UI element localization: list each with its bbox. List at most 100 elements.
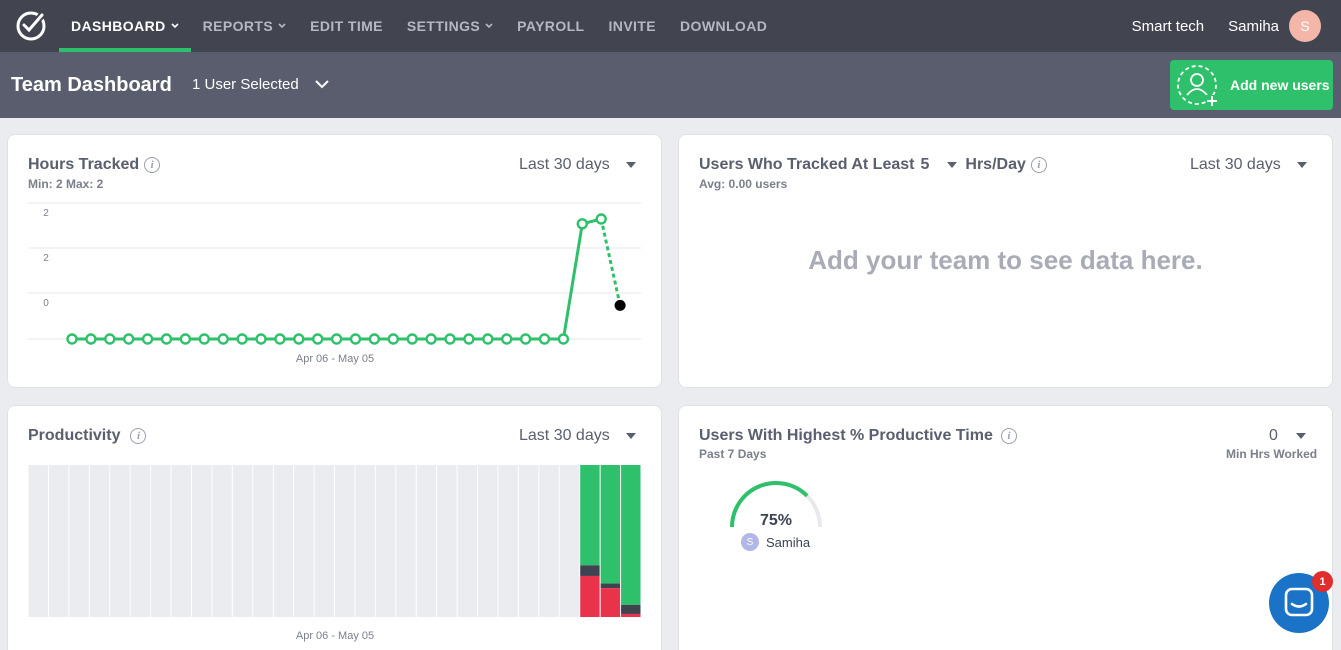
chat-notification-badge: 1 [1312,571,1333,592]
data-point [482,333,494,345]
page-title: Team Dashboard [11,74,172,96]
nav-right: Smart tech Samiha S [1132,0,1321,52]
data-point [463,333,475,345]
gauge-fill [730,481,809,528]
x-axis-label: Apr 06 - May 05 [296,630,374,642]
threshold-value: 5 [920,156,930,173]
empty-bar [48,465,69,617]
user-avatar[interactable]: S [1289,10,1321,42]
gauge-user-name: Samiha [766,534,811,550]
empty-bar [375,465,396,617]
nav-item-payroll[interactable]: PAYROLL [505,0,596,52]
add-new-users-label: Add new users [1230,77,1330,93]
info-icon[interactable]: i [1030,157,1047,173]
hours-range-dropdown[interactable]: Last 30 days [519,156,636,174]
empty-state-message: Add your team to see data here. [808,245,1203,275]
x-axis-label: Apr 06 - May 05 [296,353,374,365]
hours-tracked-subtitle: Min: 2 Max: 2 [28,177,104,191]
add-user-icon [1177,65,1218,107]
empty-bar [314,465,334,617]
data-point [349,333,362,345]
empty-bar [130,465,151,617]
bar-segment [580,465,600,566]
threshold-dropdown[interactable]: 5 [920,156,958,174]
bar-segment [600,465,621,584]
empty-bar [335,465,355,617]
empty-bar [478,465,498,617]
info-icon[interactable]: i [1000,428,1017,444]
info-icon[interactable]: i [130,428,147,444]
chat-icon [1284,587,1314,617]
data-point [85,333,97,345]
data-point [179,333,192,345]
empty-bar [294,465,314,617]
empty-bar [253,465,273,617]
chevron-down-icon [315,80,329,89]
productivity-card: Productivity i Last 30 days Apr 06 - May… [7,405,662,650]
min-hrs-dropdown[interactable]: 0 [1269,427,1306,445]
productivity-chart: Apr 06 - May 05 [28,465,641,642]
empty-bar [355,465,375,617]
data-point [406,333,418,345]
gauge-percent: 75% [759,512,793,529]
main-nav: DASHBOARD REPORTS EDIT TIME SETTINGS PAYROLL… [59,0,779,52]
empty-bar [171,465,191,617]
caret-down-icon [625,433,636,439]
hours-projected-segment [599,218,622,306]
user-select-dropdown[interactable]: 1 User Selected [192,76,329,93]
bar-segment [621,613,641,617]
top-users-card: Users With Highest % Productive Time i P… [678,405,1333,650]
nav-item-settings[interactable]: SETTINGS [395,0,505,52]
nav-item-dashboard[interactable]: DASHBOARD [59,0,191,52]
nav-item-reports[interactable]: REPORTS [191,0,298,52]
empty-bar [69,465,89,617]
caret-down-icon [1296,162,1307,168]
info-icon[interactable]: i [144,157,161,173]
data-point [104,333,116,345]
hours-tracked-title: Hours Tracked [28,156,140,173]
productivity-range-dropdown[interactable]: Last 30 days [519,427,636,445]
data-point [312,333,324,345]
data-point [198,333,211,345]
hours-tracked-title-row: Hours Tracked i [28,156,161,174]
empty-bar [232,465,253,617]
min-hrs-label: Min Hrs Worked [1226,447,1318,461]
hours-tracked-card: Hours Tracked i Min: 2 Max: 2 Last 30 da… [7,134,662,388]
top-users-title: Users With Highest % Productive Time [699,427,993,444]
company-name[interactable]: Smart tech [1131,17,1205,35]
gauge-user[interactable]: S Samiha [741,533,810,551]
data-point [368,333,381,345]
app-logo-icon[interactable] [14,8,48,42]
nav-item-invite[interactable]: INVITE [597,0,669,52]
empty-bar [416,465,437,617]
users-tracked-title-row: Users Who Tracked At Least 5 Hrs/Day i [699,156,1047,174]
nav-item-label: EDIT TIME [310,18,383,34]
top-users-title-row: Users With Highest % Productive Time i [699,427,1017,445]
empty-bar [396,465,416,617]
empty-bar [273,465,294,617]
productivity-title-row: Productivity i [28,427,147,445]
add-new-users-button[interactable]: Add new users [1170,60,1333,110]
data-point [160,333,173,345]
nav-item-edit-time[interactable]: EDIT TIME [298,0,395,52]
nav-item-label: INVITE [608,18,657,34]
empty-bar [28,465,48,617]
chevron-down-icon [485,23,493,29]
nav-item-label: DOWNLOAD [680,18,768,34]
data-point [425,333,437,345]
data-point [122,333,135,345]
bar-segment [580,565,600,576]
nav-item-download[interactable]: DOWNLOAD [668,0,779,52]
dashboard-header: Team Dashboard 1 User Selected Add new u… [0,52,1341,118]
data-point [538,333,551,345]
users-tracked-title-prefix: Users Who Tracked At Least [699,156,915,173]
users-tracked-subtitle: Avg: 0.00 users [699,177,788,191]
caret-down-icon [1295,433,1306,439]
empty-bar [518,465,539,617]
min-hrs-value: 0 [1269,427,1278,444]
empty-bar [212,465,232,617]
users-tracked-range-dropdown[interactable]: Last 30 days [1190,156,1307,174]
y-tick-label: 2 [43,253,49,264]
data-point [501,333,513,345]
user-name[interactable]: Samiha [1228,17,1279,35]
